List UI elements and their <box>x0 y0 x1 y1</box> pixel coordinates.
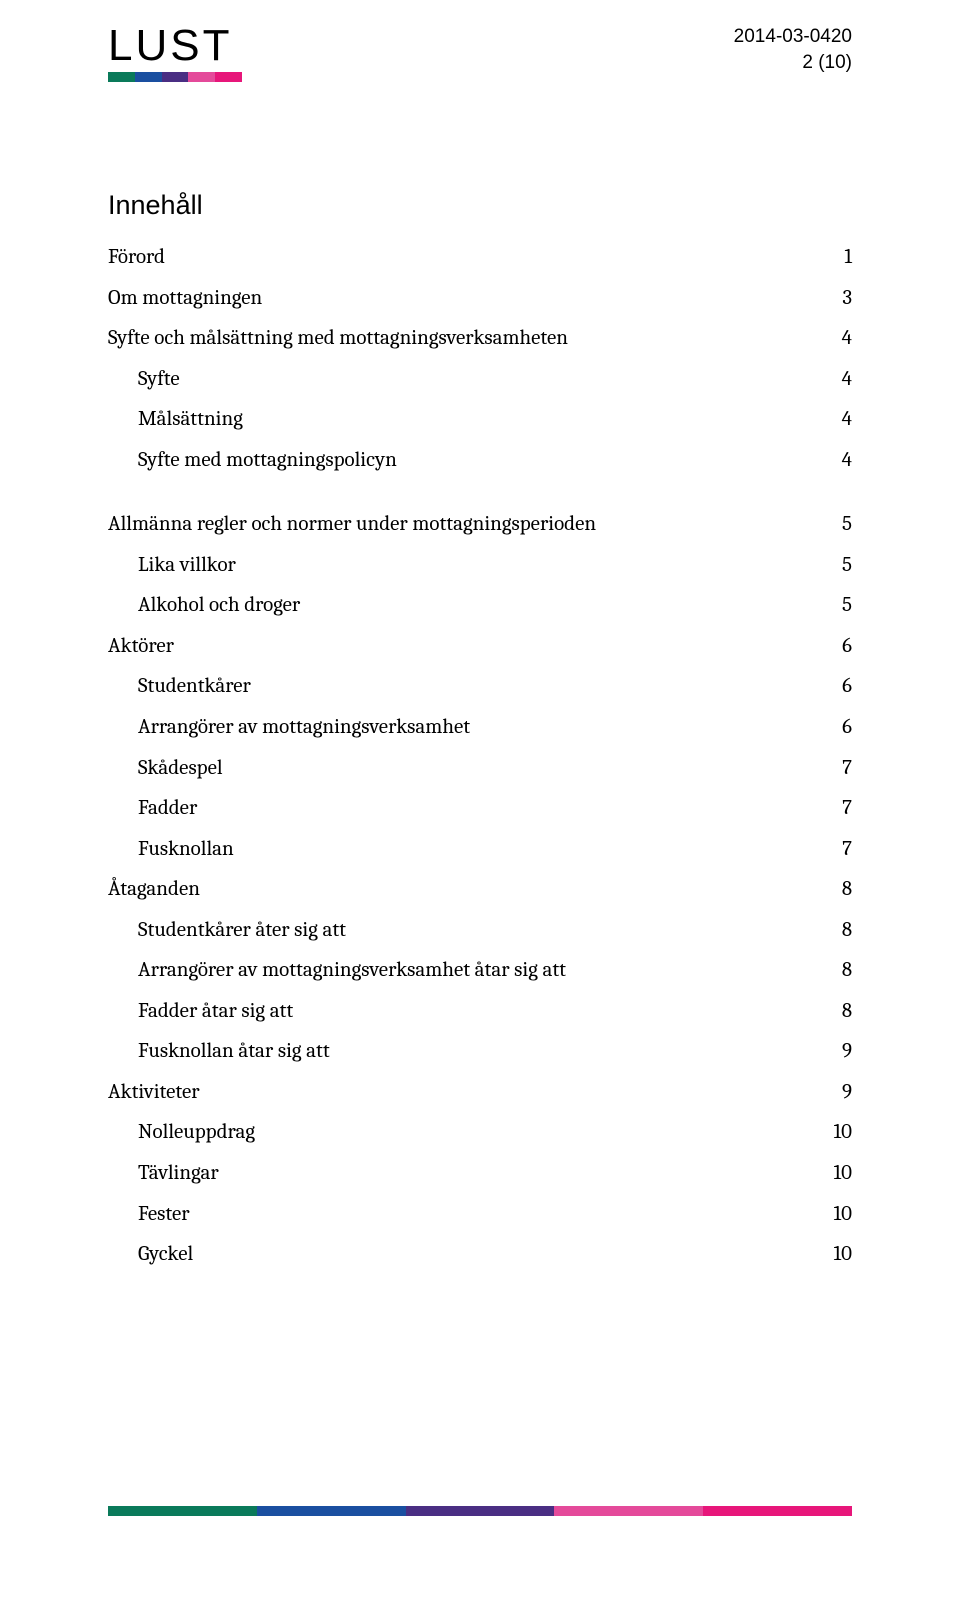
toc-entry-label: Fadder åtar sig att <box>138 995 812 1028</box>
toc-entry-label: Förord <box>108 241 812 274</box>
toc-entry-page: 6 <box>812 630 852 663</box>
toc-entry-label: Gyckel <box>138 1238 812 1271</box>
toc-entry: Tävlingar10 <box>108 1157 852 1190</box>
toc-entry-page: 3 <box>812 282 852 315</box>
toc-entry-label: Aktörer <box>108 630 812 663</box>
toc-entry-page: 4 <box>812 444 852 477</box>
logo-bar-segment <box>135 72 162 82</box>
toc-entry-label: Studentkårer <box>138 670 812 703</box>
document-page: LUST 2014-03-0420 2 (10) Innehåll Förord… <box>0 0 960 1616</box>
toc-entry-page: 10 <box>812 1157 852 1190</box>
toc-entry-page: 8 <box>812 873 852 906</box>
toc-entry-label: Tävlingar <box>138 1157 812 1190</box>
toc-entry-label: Studentkårer åter sig att <box>138 914 812 947</box>
toc-entry-label: Om mottagningen <box>108 282 812 315</box>
toc-entry-label: Skådespel <box>138 752 812 785</box>
toc-entry: Aktiviteter9 <box>108 1076 852 1109</box>
toc-entry-label: Fusknollan åtar sig att <box>138 1035 812 1068</box>
toc-entry-page: 8 <box>812 995 852 1028</box>
content-area: Innehåll Förord1Om mottagningen3Syfte oc… <box>108 190 852 1279</box>
toc-entry: Fester10 <box>108 1198 852 1231</box>
logo-bar-segment <box>188 72 215 82</box>
toc-entry-page: 5 <box>812 549 852 582</box>
toc-entry: Fadder7 <box>108 792 852 825</box>
toc-entry-label: Allmänna regler och normer under mottagn… <box>108 508 812 541</box>
toc-list: Förord1Om mottagningen3Syfte och målsätt… <box>108 241 852 1271</box>
logo-text: LUST <box>108 24 242 68</box>
toc-entry-page: 9 <box>812 1035 852 1068</box>
toc-entry: Arrangörer av mottagningsverksamhet åtar… <box>108 954 852 987</box>
toc-entry: Arrangörer av mottagningsverksamhet6 <box>108 711 852 744</box>
toc-entry-page: 4 <box>812 322 852 355</box>
logo: LUST <box>108 24 242 82</box>
toc-entry-page: 7 <box>812 833 852 866</box>
toc-entry: Nolleuppdrag10 <box>108 1116 852 1149</box>
logo-bar-segment <box>162 72 189 82</box>
toc-entry: Skådespel7 <box>108 752 852 785</box>
toc-entry: Studentkårer6 <box>108 670 852 703</box>
footer-bar-segment <box>406 1506 555 1516</box>
toc-entry: Studentkårer åter sig att8 <box>108 914 852 947</box>
toc-entry-page: 4 <box>812 403 852 436</box>
toc-entry-page: 5 <box>812 508 852 541</box>
toc-entry-page: 4 <box>812 363 852 396</box>
toc-entry-page: 6 <box>812 711 852 744</box>
toc-entry-page: 8 <box>812 914 852 947</box>
toc-entry-label: Arrangörer av mottagningsverksamhet åtar… <box>138 954 812 987</box>
toc-entry-page: 10 <box>812 1198 852 1231</box>
footer-color-bar <box>108 1506 852 1516</box>
document-date: 2014-03-0420 <box>734 24 852 50</box>
toc-entry-page: 8 <box>812 954 852 987</box>
toc-entry: Om mottagningen3 <box>108 282 852 315</box>
toc-entry: Fusknollan7 <box>108 833 852 866</box>
toc-entry: Fadder åtar sig att8 <box>108 995 852 1028</box>
toc-entry-label: Syfte med mottagningspolicyn <box>138 444 812 477</box>
toc-entry: Aktörer6 <box>108 630 852 663</box>
page-header: LUST 2014-03-0420 2 (10) <box>108 24 852 82</box>
toc-entry: Syfte och målsättning med mottagningsver… <box>108 322 852 355</box>
toc-entry: Åtaganden8 <box>108 873 852 906</box>
toc-entry-page: 7 <box>812 792 852 825</box>
toc-entry: Allmänna regler och normer under mottagn… <box>108 508 852 541</box>
toc-entry: Alkohol och droger5 <box>108 589 852 622</box>
logo-bar-segment <box>215 72 242 82</box>
toc-entry-label: Syfte och målsättning med mottagningsver… <box>108 322 812 355</box>
toc-entry-label: Åtaganden <box>108 873 812 906</box>
page-indicator: 2 (10) <box>734 50 852 76</box>
toc-entry: Förord1 <box>108 241 852 274</box>
toc-entry-page: 7 <box>812 752 852 785</box>
toc-entry: Gyckel10 <box>108 1238 852 1271</box>
footer-bar-segment <box>554 1506 703 1516</box>
toc-entry-label: Arrangörer av mottagningsverksamhet <box>138 711 812 744</box>
toc-entry-label: Lika villkor <box>138 549 812 582</box>
toc-entry-page: 5 <box>812 589 852 622</box>
toc-entry: Syfte4 <box>108 363 852 396</box>
toc-spacer <box>108 484 852 508</box>
toc-title: Innehåll <box>108 190 852 221</box>
toc-entry: Målsättning4 <box>108 403 852 436</box>
toc-entry-label: Fusknollan <box>138 833 812 866</box>
logo-bar-segment <box>108 72 135 82</box>
footer-bar-segment <box>257 1506 406 1516</box>
toc-entry-page: 10 <box>812 1116 852 1149</box>
header-meta: 2014-03-0420 2 (10) <box>734 24 852 75</box>
logo-color-bar <box>108 72 242 82</box>
toc-entry-page: 6 <box>812 670 852 703</box>
toc-entry-label: Aktiviteter <box>108 1076 812 1109</box>
toc-entry: Fusknollan åtar sig att9 <box>108 1035 852 1068</box>
toc-entry-label: Målsättning <box>138 403 812 436</box>
toc-entry-label: Alkohol och droger <box>138 589 812 622</box>
footer-bar-segment <box>703 1506 852 1516</box>
toc-entry-label: Nolleuppdrag <box>138 1116 812 1149</box>
toc-entry: Lika villkor5 <box>108 549 852 582</box>
toc-entry: Syfte med mottagningspolicyn4 <box>108 444 852 477</box>
toc-entry-page: 9 <box>812 1076 852 1109</box>
toc-entry-page: 1 <box>812 241 852 274</box>
toc-entry-label: Fester <box>138 1198 812 1231</box>
footer-bar-segment <box>108 1506 257 1516</box>
toc-entry-label: Fadder <box>138 792 812 825</box>
toc-entry-page: 10 <box>812 1238 852 1271</box>
toc-entry-label: Syfte <box>138 363 812 396</box>
